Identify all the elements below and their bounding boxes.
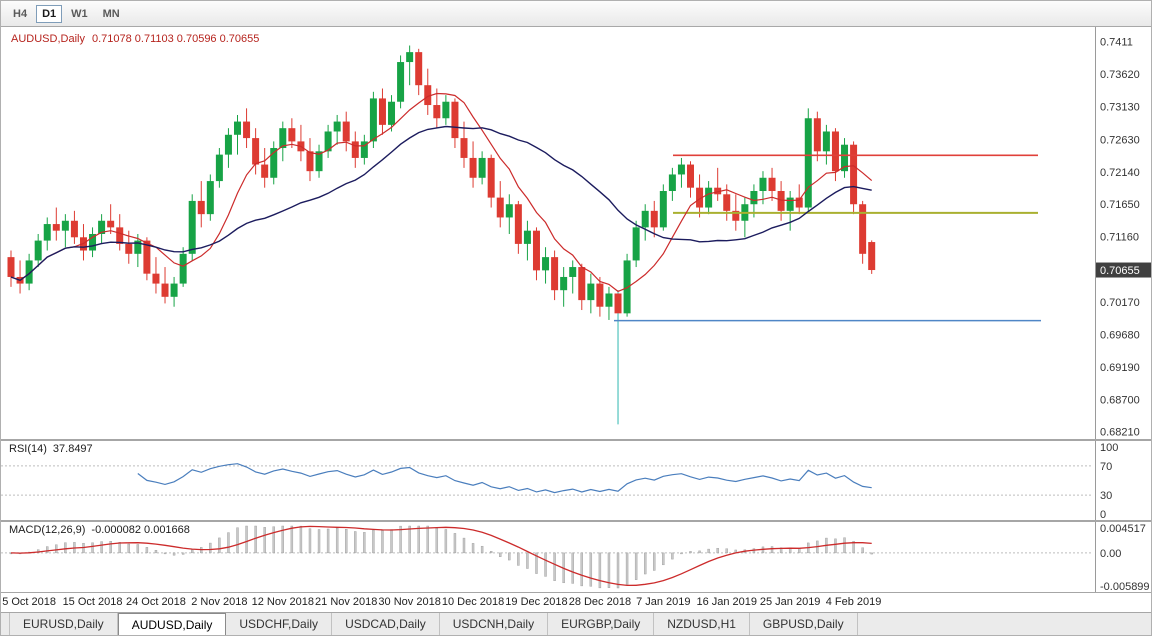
time-axis: 5 Oct 2018 15 Oct 2018 24 Oct 2018 2 Nov 20… bbox=[1, 592, 1151, 612]
tab-gbpusd-daily[interactable]: GBPUSD,Daily bbox=[750, 613, 858, 635]
macd-signal-line bbox=[10, 525, 872, 587]
current-price-badge-text: 0.70655 bbox=[1100, 265, 1140, 277]
price-axis-label: 0.70170 bbox=[1100, 297, 1140, 309]
date-label: 24 Oct 2018 bbox=[125, 596, 186, 608]
price-chart-canvas[interactable]: 0.7411 0.73620 0.73130 0.72630 0.72140 0.7165… bbox=[1, 27, 1152, 439]
price-axis-label: 0.71650 bbox=[1100, 199, 1140, 211]
date-label: 30 Nov 2018 bbox=[378, 596, 441, 608]
date-label: 5 Oct 2018 bbox=[2, 596, 57, 608]
rsi-axis-label: 70 bbox=[1100, 461, 1112, 473]
price-axis-label: 0.68210 bbox=[1100, 427, 1140, 439]
date-label: 28 Dec 2018 bbox=[568, 596, 632, 608]
rsi-panel[interactable]: 100 70 30 0 RSI(14) 37.8497 bbox=[1, 439, 1151, 520]
macd-canvas[interactable]: 0.004517 0.00 -0.005899 bbox=[1, 522, 1152, 592]
tab-eurgbp-daily[interactable]: EURGBP,Daily bbox=[548, 613, 655, 635]
macd-label: MACD(12,26,9) -0.000082 0.001668 bbox=[9, 524, 190, 536]
macd-values: -0.000082 0.001668 bbox=[91, 524, 190, 536]
price-axis-label: 0.73130 bbox=[1100, 101, 1140, 113]
date-label: 2 Nov 2018 bbox=[191, 596, 248, 608]
rsi-label: RSI(14) 37.8497 bbox=[9, 443, 93, 455]
current-price-badge bbox=[1096, 262, 1151, 278]
macd-axis-label: 0.004517 bbox=[1100, 523, 1146, 535]
rsi-value: 37.8497 bbox=[52, 443, 93, 455]
price-axis-label: 0.73620 bbox=[1100, 69, 1140, 81]
timeframe-toolbar: H4 D1 W1 MN bbox=[1, 1, 1151, 27]
tab-nzdusd-h1[interactable]: NZDUSD,H1 bbox=[654, 613, 750, 635]
date-label: 16 Jan 2019 bbox=[696, 596, 758, 608]
chart-ohlc-values: 0.71078 0.71103 0.70596 0.70655 bbox=[91, 33, 260, 45]
price-axis-labels: 0.7411 0.73620 0.73130 0.72630 0.72140 0.7165… bbox=[1100, 37, 1140, 439]
rsi-axis-label: 30 bbox=[1100, 490, 1112, 502]
price-axis-label: 0.72140 bbox=[1100, 167, 1140, 179]
price-axis-label: 0.69190 bbox=[1100, 362, 1140, 374]
macd-axis-label: 0.00 bbox=[1100, 548, 1121, 560]
price-axis-label: 0.72630 bbox=[1100, 134, 1140, 146]
chart-tabs: EURUSD,Daily AUDUSD,Daily USDCHF,Daily USDC… bbox=[1, 612, 1151, 635]
date-label: 25 Jan 2019 bbox=[759, 596, 821, 608]
rsi-axis-label: 0 bbox=[1100, 509, 1106, 520]
date-label: 7 Jan 2019 bbox=[636, 596, 691, 608]
chart-symbol: AUDUSD,Daily bbox=[11, 33, 85, 45]
price-axis-label: 0.7411 bbox=[1100, 37, 1133, 49]
macd-axis-label: -0.005899 bbox=[1100, 581, 1150, 592]
date-label: 10 Dec 2018 bbox=[441, 596, 505, 608]
timeframe-button-d1[interactable]: D1 bbox=[36, 4, 63, 23]
date-label: 15 Oct 2018 bbox=[62, 596, 123, 608]
tab-usdchf-daily[interactable]: USDCHF,Daily bbox=[226, 613, 333, 635]
chart-ohlc-label: AUDUSD,Daily 0.71078 0.71103 0.70596 0.70… bbox=[11, 33, 259, 45]
price-axis-label: 0.68700 bbox=[1100, 394, 1140, 406]
date-label: 4 Feb 2019 bbox=[825, 596, 882, 608]
candlestick-series bbox=[7, 45, 876, 425]
rsi-name: RSI(14) bbox=[9, 443, 47, 455]
tab-eurusd-daily[interactable]: EURUSD,Daily bbox=[9, 613, 118, 635]
timeframe-button-mn[interactable]: MN bbox=[97, 5, 126, 23]
timeframe-button-w1[interactable]: W1 bbox=[65, 5, 94, 23]
tab-usdcnh-daily[interactable]: USDCNH,Daily bbox=[440, 613, 549, 635]
main-chart-panel[interactable]: 0.7411 0.73620 0.73130 0.72630 0.72140 0.7165… bbox=[1, 27, 1151, 439]
date-label: 12 Nov 2018 bbox=[251, 596, 314, 608]
rsi-canvas[interactable]: 100 70 30 0 bbox=[1, 441, 1152, 520]
macd-panel[interactable]: 0.004517 0.00 -0.005899 MACD(12,26,9) -0.00… bbox=[1, 520, 1151, 592]
tab-audusd-daily[interactable]: AUDUSD,Daily bbox=[117, 613, 227, 635]
date-label: 21 Nov 2018 bbox=[315, 596, 378, 608]
ma-slow-line bbox=[10, 125, 872, 282]
tab-usdcad-daily[interactable]: USDCAD,Daily bbox=[332, 613, 440, 635]
rsi-axis-label: 100 bbox=[1100, 442, 1118, 454]
timeframe-button-h4[interactable]: H4 bbox=[7, 5, 33, 23]
price-axis-label: 0.69680 bbox=[1100, 330, 1140, 342]
price-axis-label: 0.71160 bbox=[1100, 232, 1139, 244]
macd-name: MACD(12,26,9) bbox=[9, 524, 86, 536]
date-label: 19 Dec 2018 bbox=[505, 596, 568, 608]
rsi-line bbox=[137, 463, 872, 494]
ma-fast-line bbox=[10, 92, 873, 293]
